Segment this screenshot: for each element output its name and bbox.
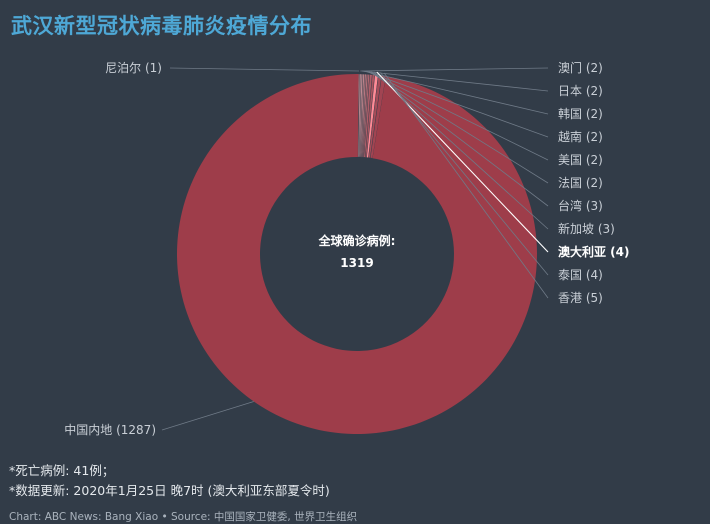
label-澳门: 澳门 (2) [558,60,603,75]
leader-尼泊尔 [169,67,360,72]
leader-韩国 [363,70,549,115]
label-香港: 香港 (5) [558,291,603,305]
chart-source: Chart: ABC News: Bang Xiao • Source: 中国国… [9,511,358,523]
update-note: *数据更新: 2020年1月25日 晚7时 (澳大利亚东部夏令时) [9,483,330,498]
leader-日本 [362,70,549,92]
deaths-note: *死亡病例: 41例； [9,463,115,478]
label-韩国: 韩国 (2) [558,106,603,121]
label-越南: 越南 (2) [558,129,603,144]
leader-法国 [368,71,549,184]
leader-香港 [383,72,549,299]
leader-美国 [367,70,549,161]
leader-lines [161,67,549,431]
chart-title: 武汉新型冠状病毒肺炎疫情分布 [11,14,312,38]
donut-slices [176,73,537,434]
center-title: 全球确诊病例: [318,233,396,248]
label-台湾: 台湾 (3) [558,198,603,213]
slice-labels: 澳门 (2) 日本 (2) 韩国 (2) 越南 (2) 美国 (2) 法国 (2) 台湾 (… [64,60,629,437]
leader-越南 [365,70,549,138]
label-法国: 法国 (2) [558,176,603,190]
label-美国: 美国 (2) [558,153,603,167]
label-中国内地: 中国内地 (1287) [64,422,156,437]
label-泰国: 泰国 (4) [558,268,603,282]
footnotes: *死亡病例: 41例； *数据更新: 2020年1月25日 晚7时 (澳大利亚东… [9,461,330,501]
slice-中国内地 [176,73,537,434]
label-尼泊尔: 尼泊尔 (1) [105,60,162,75]
leader-中国内地 [161,401,254,431]
label-澳大利亚: 澳大利亚 (4) [558,244,630,259]
label-新加坡: 新加坡 (3) [558,221,615,236]
leader-台湾 [370,71,549,207]
donut-chart: 澳门 (2) 日本 (2) 韩国 (2) 越南 (2) 美国 (2) 法国 (2) 台湾 (… [64,60,629,437]
label-日本: 日本 (2) [558,84,603,98]
leader-澳门 [360,67,549,72]
center-value: 1319 [340,256,373,270]
